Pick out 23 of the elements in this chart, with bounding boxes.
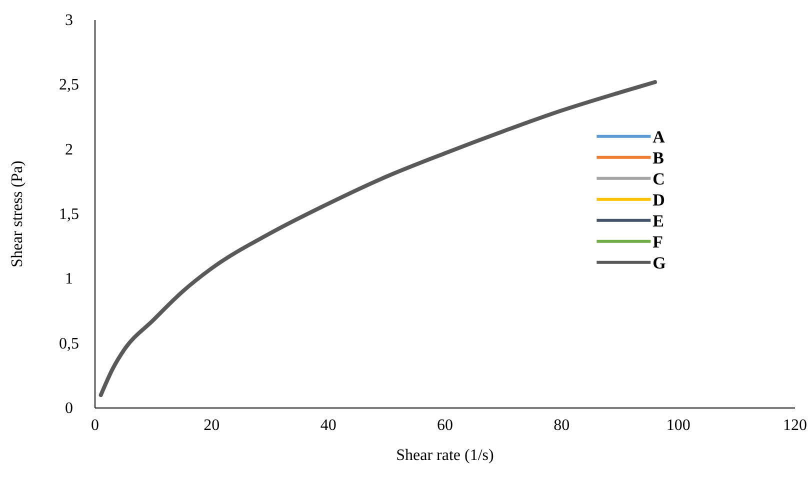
y-tick-label: 3 xyxy=(65,12,73,29)
legend-label: A xyxy=(652,127,666,146)
y-tick-label: 0 xyxy=(65,400,73,417)
y-tick-label: 2 xyxy=(65,141,73,158)
legend-label: G xyxy=(652,253,666,272)
y-tick-label: 0,5 xyxy=(59,335,79,352)
x-tick-label: 20 xyxy=(204,417,220,434)
x-tick-label: 120 xyxy=(783,417,807,434)
y-tick-label: 2,5 xyxy=(59,76,79,94)
x-axis-title: Shear rate (1/s) xyxy=(396,447,494,464)
legend-label: F xyxy=(652,232,664,252)
y-tick-label: 1,5 xyxy=(59,206,79,223)
x-tick-label: 80 xyxy=(554,417,570,434)
x-tick-label: 0 xyxy=(91,417,99,434)
x-tick-label: 60 xyxy=(437,417,453,434)
y-tick-label: 1 xyxy=(65,270,73,288)
x-tick-label: 100 xyxy=(666,417,690,434)
x-tick-label: 40 xyxy=(320,417,336,434)
legend-label: D xyxy=(652,190,665,210)
legend-label: C xyxy=(652,169,665,188)
y-axis-title: Shear stress (Pa) xyxy=(9,160,26,268)
legend-label: B xyxy=(652,148,664,168)
legend-label: E xyxy=(652,211,664,230)
